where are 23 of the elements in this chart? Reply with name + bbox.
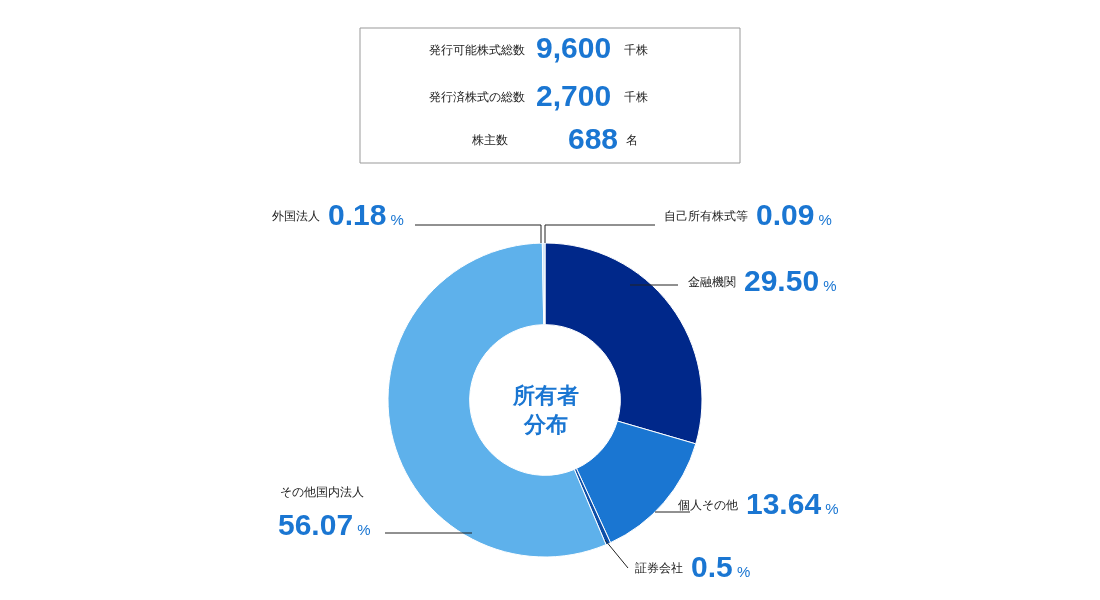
- text: 2,700: [536, 79, 612, 112]
- data-label: 0.5%: [691, 550, 751, 583]
- slice-label: 金融機関: [688, 275, 736, 289]
- text: 所有者分布: [512, 383, 579, 437]
- text: 9,600: [536, 31, 612, 64]
- text: 688: [568, 122, 619, 155]
- slice-label: 証券会社: [635, 561, 683, 575]
- slice-label: 個人その他: [678, 498, 738, 512]
- text: 発行済株式の総数: [429, 90, 525, 104]
- slice-label: その他国内法人: [280, 485, 364, 499]
- text: 千株: [624, 43, 648, 57]
- slice-label: 外国法人: [272, 209, 320, 223]
- data-label: 56.07%: [278, 508, 371, 541]
- data-label: 13.64%: [746, 487, 839, 520]
- data-label: 0.18%: [328, 198, 404, 231]
- text: 千株: [624, 90, 648, 104]
- data-label: 29.50%: [744, 264, 837, 297]
- data-label: 0.09%: [756, 198, 832, 231]
- text: 株主数: [471, 133, 508, 147]
- text: 名: [626, 133, 638, 147]
- slice-label: 自己所有株式等: [664, 209, 748, 223]
- donut-slice: [387, 242, 607, 558]
- text: 発行可能株式総数: [429, 43, 525, 57]
